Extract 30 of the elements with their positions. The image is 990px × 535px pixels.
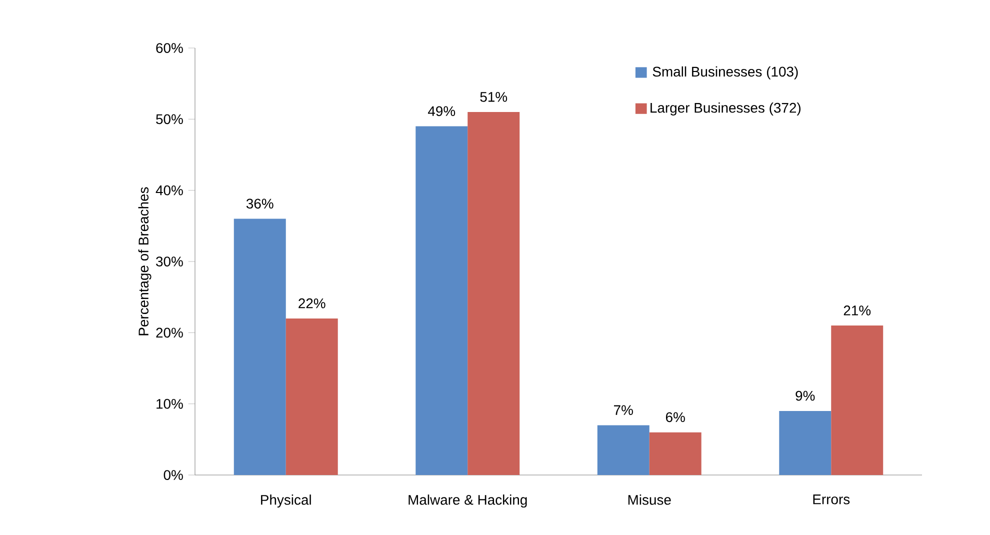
y-tick-label: 40% xyxy=(156,185,183,196)
x-tick-label: Errors xyxy=(813,494,850,504)
legend-label: Larger Businesses (372) xyxy=(650,102,800,116)
data-label: 49% xyxy=(428,106,456,116)
bar xyxy=(468,112,520,476)
x-tick-label: Malware & Hacking xyxy=(408,494,527,508)
y-tick-label: 0% xyxy=(164,470,183,480)
data-label: 36% xyxy=(246,198,274,209)
bar xyxy=(649,432,702,476)
x-tick-label: Misuse xyxy=(628,494,671,505)
data-label: 51% xyxy=(480,92,508,102)
legend-label: Small Businesses (103) xyxy=(652,66,798,80)
bar xyxy=(831,326,884,476)
bar xyxy=(286,318,338,476)
data-label: 9% xyxy=(796,390,815,401)
bar xyxy=(234,218,286,476)
y-tick-label: 60% xyxy=(156,43,183,53)
data-label: 6% xyxy=(666,412,685,422)
data-label: 22% xyxy=(298,298,326,308)
y-tick-label: 50% xyxy=(156,114,183,124)
data-label: 21% xyxy=(844,306,871,316)
y-axis-title: Percentage of Breaches xyxy=(138,187,152,336)
y-tick-label: 20% xyxy=(156,328,183,338)
y-tick-label: 10% xyxy=(156,398,183,409)
x-tick-label: Physical xyxy=(261,494,311,508)
data-label: 7% xyxy=(614,405,633,415)
bar xyxy=(416,126,468,476)
y-tick-label: 30% xyxy=(156,256,183,266)
bar xyxy=(779,410,832,476)
bar xyxy=(597,425,650,476)
